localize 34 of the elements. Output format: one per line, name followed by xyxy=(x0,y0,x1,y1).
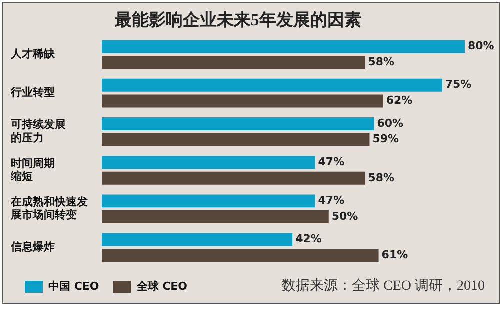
data-label: 42% xyxy=(296,232,322,246)
legend-label: 中国 CEO xyxy=(48,280,100,293)
y-tick-label: 信息爆炸 xyxy=(10,240,55,254)
bar xyxy=(102,133,370,146)
bar xyxy=(102,194,316,208)
bar xyxy=(102,210,329,224)
source-note: 数据来源：全球 CEO 调研，2010 xyxy=(282,278,485,295)
data-label: 47% xyxy=(318,194,345,208)
data-label: 80% xyxy=(468,40,494,53)
y-tick-label: 可持续发展的压力 xyxy=(10,118,66,144)
bar xyxy=(102,118,374,130)
bar xyxy=(102,94,384,108)
bar xyxy=(102,233,293,246)
y-tick-label: 行业转型 xyxy=(10,86,55,100)
data-label: 75% xyxy=(445,78,472,92)
data-label: 61% xyxy=(382,248,408,262)
bar xyxy=(102,40,465,54)
bar xyxy=(102,78,442,92)
data-label: 62% xyxy=(386,94,413,108)
data-label: 60% xyxy=(377,116,404,130)
legend-label: 全球 CEO xyxy=(136,280,188,293)
bar xyxy=(102,56,366,70)
y-tick-label: 在成熟和快速发展市场间转变 xyxy=(10,195,88,222)
y-tick-label: 时间周期缩短 xyxy=(10,156,55,183)
chart-title: 最能影响企业未来5年发展的因素 xyxy=(114,10,362,30)
data-label: 58% xyxy=(368,171,395,184)
data-label: 58% xyxy=(368,55,395,68)
bar xyxy=(102,172,366,185)
y-tick-label: 人才稀缺 xyxy=(10,48,56,61)
data-label: 59% xyxy=(372,132,400,146)
bar xyxy=(102,156,316,170)
data-label: 50% xyxy=(332,210,358,223)
data-label: 47% xyxy=(318,155,345,168)
bar xyxy=(102,249,379,262)
